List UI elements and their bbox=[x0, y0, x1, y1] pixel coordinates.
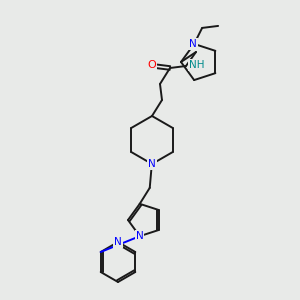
Text: O: O bbox=[148, 60, 156, 70]
Text: N: N bbox=[114, 237, 122, 247]
Text: N: N bbox=[148, 159, 156, 169]
Text: N: N bbox=[189, 39, 197, 49]
Text: N: N bbox=[136, 231, 144, 241]
Text: NH: NH bbox=[189, 60, 205, 70]
